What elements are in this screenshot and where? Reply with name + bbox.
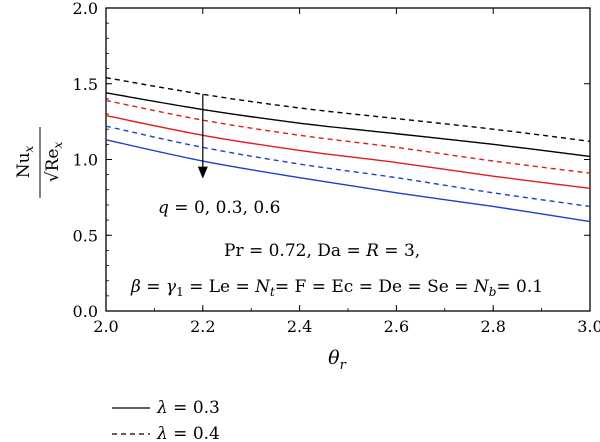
y-tick-label: 0.5 xyxy=(73,226,98,245)
y-tick-label: 2.0 xyxy=(73,0,98,18)
x-tick-label: 3.0 xyxy=(577,317,600,336)
y-tick-label: 1.5 xyxy=(73,75,98,94)
param-annotation-line2: β = γ1 = Le = Nt= F = Ec = De = Se = Nb=… xyxy=(130,277,543,299)
plot-frame xyxy=(105,7,591,312)
series-line-0 xyxy=(105,92,591,158)
svg-text:√Rex: √Rex xyxy=(43,142,65,183)
axis-ticks: 2.0 2.2 2.4 2.6 2.8 3.0 0.0 0.5 1.0 1.5 2.0 xyxy=(73,0,600,336)
q-arrow-label: q = 0, 0.3, 0.6 xyxy=(158,198,280,218)
y-tick-label: 1.0 xyxy=(73,151,98,170)
legend: λ = 0.3 λ = 0.4 xyxy=(112,398,220,442)
q-arrow-head xyxy=(197,166,208,179)
series-layer xyxy=(105,77,591,223)
y-tick-label: 0.0 xyxy=(73,302,98,321)
svg-text:Nux: Nux xyxy=(14,145,36,178)
legend-label-dashed: λ = 0.4 xyxy=(156,424,220,442)
series-line-4 xyxy=(105,139,591,223)
x-axis-label: θr xyxy=(328,347,346,373)
x-tick-label: 2.4 xyxy=(287,317,312,336)
series-line-1 xyxy=(105,77,591,143)
legend-label-solid: λ = 0.3 xyxy=(156,398,220,418)
series-line-3 xyxy=(105,99,591,174)
x-tick-label: 2.2 xyxy=(190,317,215,336)
series-line-2 xyxy=(105,114,591,189)
y-axis-label: Nux √Rex xyxy=(14,127,65,198)
x-tick-label: 2.0 xyxy=(93,317,118,336)
series-line-5 xyxy=(105,125,591,208)
x-tick-label: 2.8 xyxy=(480,317,505,336)
param-annotation-line1: Pr = 0.72, Da = R = 3, xyxy=(224,241,420,261)
x-tick-label: 2.6 xyxy=(384,317,409,336)
